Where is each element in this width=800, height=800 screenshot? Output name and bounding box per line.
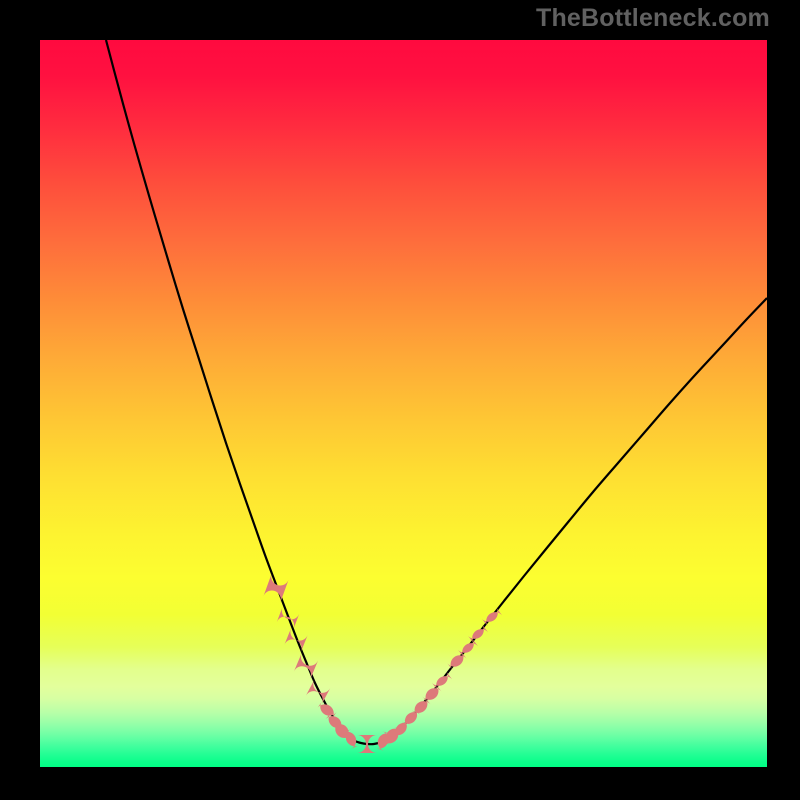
gradient-background <box>40 40 767 767</box>
watermark-text: TheBottleneck.com <box>536 4 770 33</box>
bottleneck-chart <box>40 40 767 767</box>
